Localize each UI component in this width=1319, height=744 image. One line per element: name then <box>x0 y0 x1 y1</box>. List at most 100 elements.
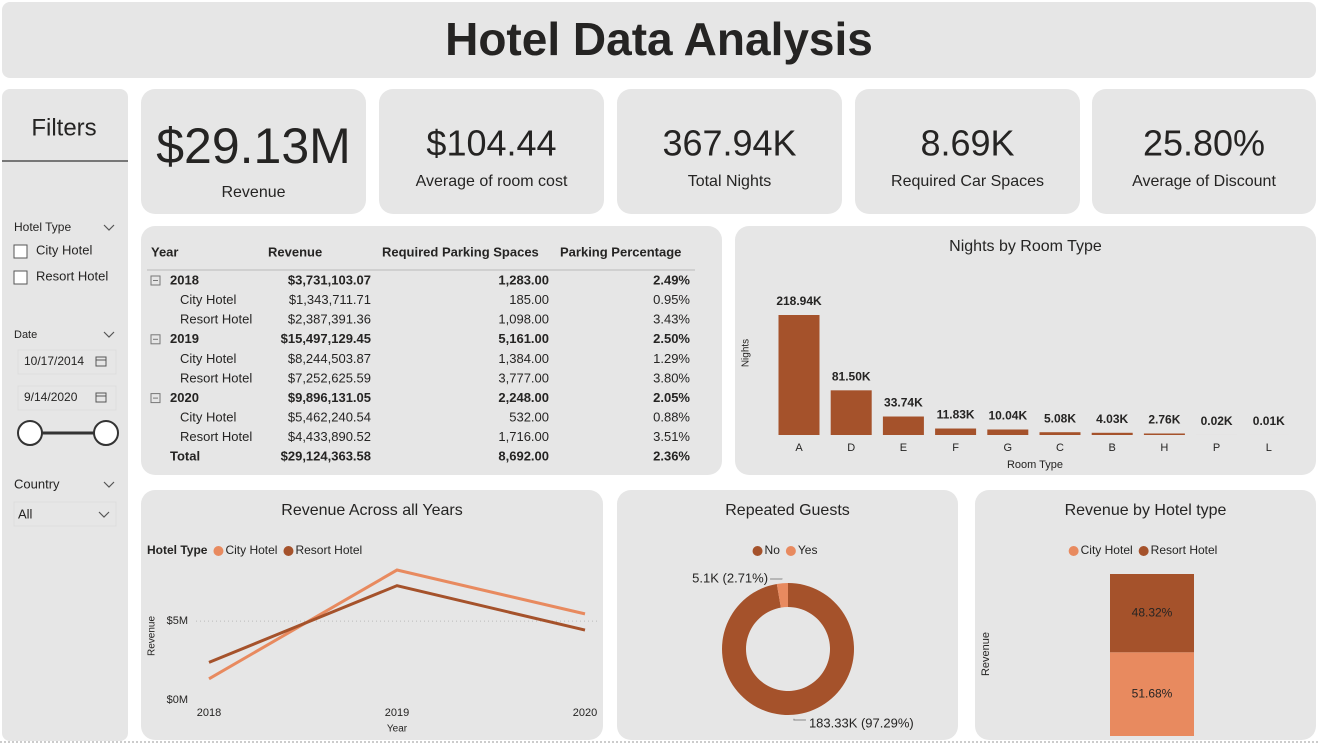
x-tick-label: F <box>952 442 959 454</box>
collapse-icon[interactable] <box>150 275 161 286</box>
table-cell: 0.95% <box>653 292 690 307</box>
data-label: 0.01K <box>1253 414 1285 428</box>
kpi-value: $29.13M <box>156 118 351 174</box>
table-cell: $9,896,131.05 <box>288 390 371 405</box>
kpi-card <box>1092 89 1316 214</box>
table-cell: 2.05% <box>653 390 690 405</box>
slider-handle[interactable] <box>17 420 43 446</box>
donut-slice <box>776 583 788 608</box>
kpi-card <box>855 89 1080 214</box>
table-cell: 2.36% <box>653 448 690 463</box>
legend-entry: City Hotel <box>1081 543 1133 557</box>
chart-title: Revenue Across all Years <box>281 502 462 519</box>
filter-label: Hotel Type <box>14 220 71 234</box>
data-label: 11.83K <box>937 408 975 422</box>
bar <box>1039 432 1081 435</box>
dropdown[interactable] <box>13 501 117 527</box>
table-cell: 3.80% <box>653 370 690 385</box>
x-tick-label: E <box>900 442 907 454</box>
table-panel <box>141 226 722 475</box>
x-tick-label: B <box>1109 442 1116 454</box>
dropdown-chevron[interactable] <box>103 224 115 231</box>
table-cell: $7,252,625.59 <box>288 370 371 385</box>
chart-title: Revenue by Hotel type <box>1065 502 1227 519</box>
table-row-name: City Hotel <box>180 351 236 366</box>
table-row-name: Resort Hotel <box>180 312 252 327</box>
legend-marker <box>1138 546 1149 556</box>
data-label: 5.1K (2.71%) <box>692 570 768 585</box>
calendar-icon[interactable] <box>95 356 107 367</box>
line-series <box>208 584 586 664</box>
table-header: Revenue <box>268 244 322 259</box>
page-title: Hotel Data Analysis <box>445 13 873 65</box>
table-cell: $29,124,363.58 <box>281 448 371 463</box>
chart-title: Repeated Guests <box>725 502 850 519</box>
legend-marker <box>213 546 224 556</box>
kpi-label: Total Nights <box>688 173 772 190</box>
x-axis-title: Year <box>387 724 408 735</box>
x-tick-label: D <box>847 442 855 454</box>
legend-entry: No <box>765 543 781 557</box>
kpi-value: 25.80% <box>1143 123 1265 164</box>
filter-label: Date <box>14 329 37 341</box>
table-header: Year <box>151 244 178 259</box>
y-axis-title: Revenue <box>147 616 158 656</box>
data-label: 51.68% <box>1132 686 1173 700</box>
filters-title: Filters <box>31 114 96 141</box>
table-cell: 3.51% <box>653 429 690 444</box>
x-tick-label: G <box>1004 442 1013 454</box>
table-cell: 532.00 <box>509 410 549 425</box>
kpi-card <box>379 89 604 214</box>
kpi-label: Average of room cost <box>416 173 568 190</box>
table-group: 2018 <box>170 272 199 287</box>
date-input[interactable] <box>17 385 117 411</box>
line-series <box>208 568 586 681</box>
date-value: 10/17/2014 <box>24 354 84 368</box>
collapse-icon[interactable] <box>150 334 161 345</box>
table-row-name: Resort Hotel <box>180 429 252 444</box>
bar <box>830 390 872 435</box>
table-cell: 1.29% <box>653 351 690 366</box>
dropdown-chevron[interactable] <box>103 481 115 488</box>
checkbox[interactable] <box>13 270 28 285</box>
table-cell: 2,248.00 <box>498 390 549 405</box>
table-header: Required Parking Spaces <box>382 244 539 259</box>
kpi-label: Revenue <box>221 184 285 201</box>
table-cell: $1,343,711.71 <box>289 292 371 307</box>
leader-line <box>793 718 806 721</box>
stacked-bar <box>1110 652 1194 736</box>
data-label: 2.76K <box>1148 413 1180 427</box>
slider-handle[interactable] <box>93 420 119 446</box>
data-label: 0.02K <box>1201 414 1233 428</box>
table-cell: $15,497,129.45 <box>281 331 371 346</box>
header-panel <box>2 2 1316 78</box>
x-tick-label: 2019 <box>385 707 409 719</box>
x-tick-label: H <box>1160 442 1168 454</box>
kpi-label: Average of Discount <box>1132 173 1276 190</box>
dropdown-value: All <box>18 506 33 521</box>
table-group: 2019 <box>170 331 199 346</box>
x-tick-label: C <box>1056 442 1064 454</box>
kpi-card <box>617 89 842 214</box>
checkbox[interactable] <box>13 244 28 259</box>
data-label: 5.08K <box>1044 411 1076 425</box>
calendar-icon[interactable] <box>95 392 107 403</box>
y-axis-title: Nights <box>741 339 752 367</box>
table-cell: $3,731,103.07 <box>288 272 371 287</box>
dropdown-chevron[interactable] <box>103 331 115 338</box>
table-cell: 5,161.00 <box>498 331 549 346</box>
legend-entry: Resort Hotel <box>1151 543 1218 557</box>
collapse-icon[interactable] <box>150 393 161 404</box>
table-cell: $8,244,503.87 <box>288 351 371 366</box>
date-input[interactable] <box>17 349 117 375</box>
bar <box>882 416 924 435</box>
y-axis-title: Revenue <box>980 632 992 676</box>
kpi-value: $104.44 <box>426 123 556 164</box>
table-cell: 1,384.00 <box>498 351 549 366</box>
chart-panel <box>617 490 958 740</box>
table-cell: 0.88% <box>653 410 690 425</box>
table-cell: 3,777.00 <box>498 370 549 385</box>
dropdown-chevron[interactable] <box>98 511 110 518</box>
table-row-name: City Hotel <box>180 292 236 307</box>
